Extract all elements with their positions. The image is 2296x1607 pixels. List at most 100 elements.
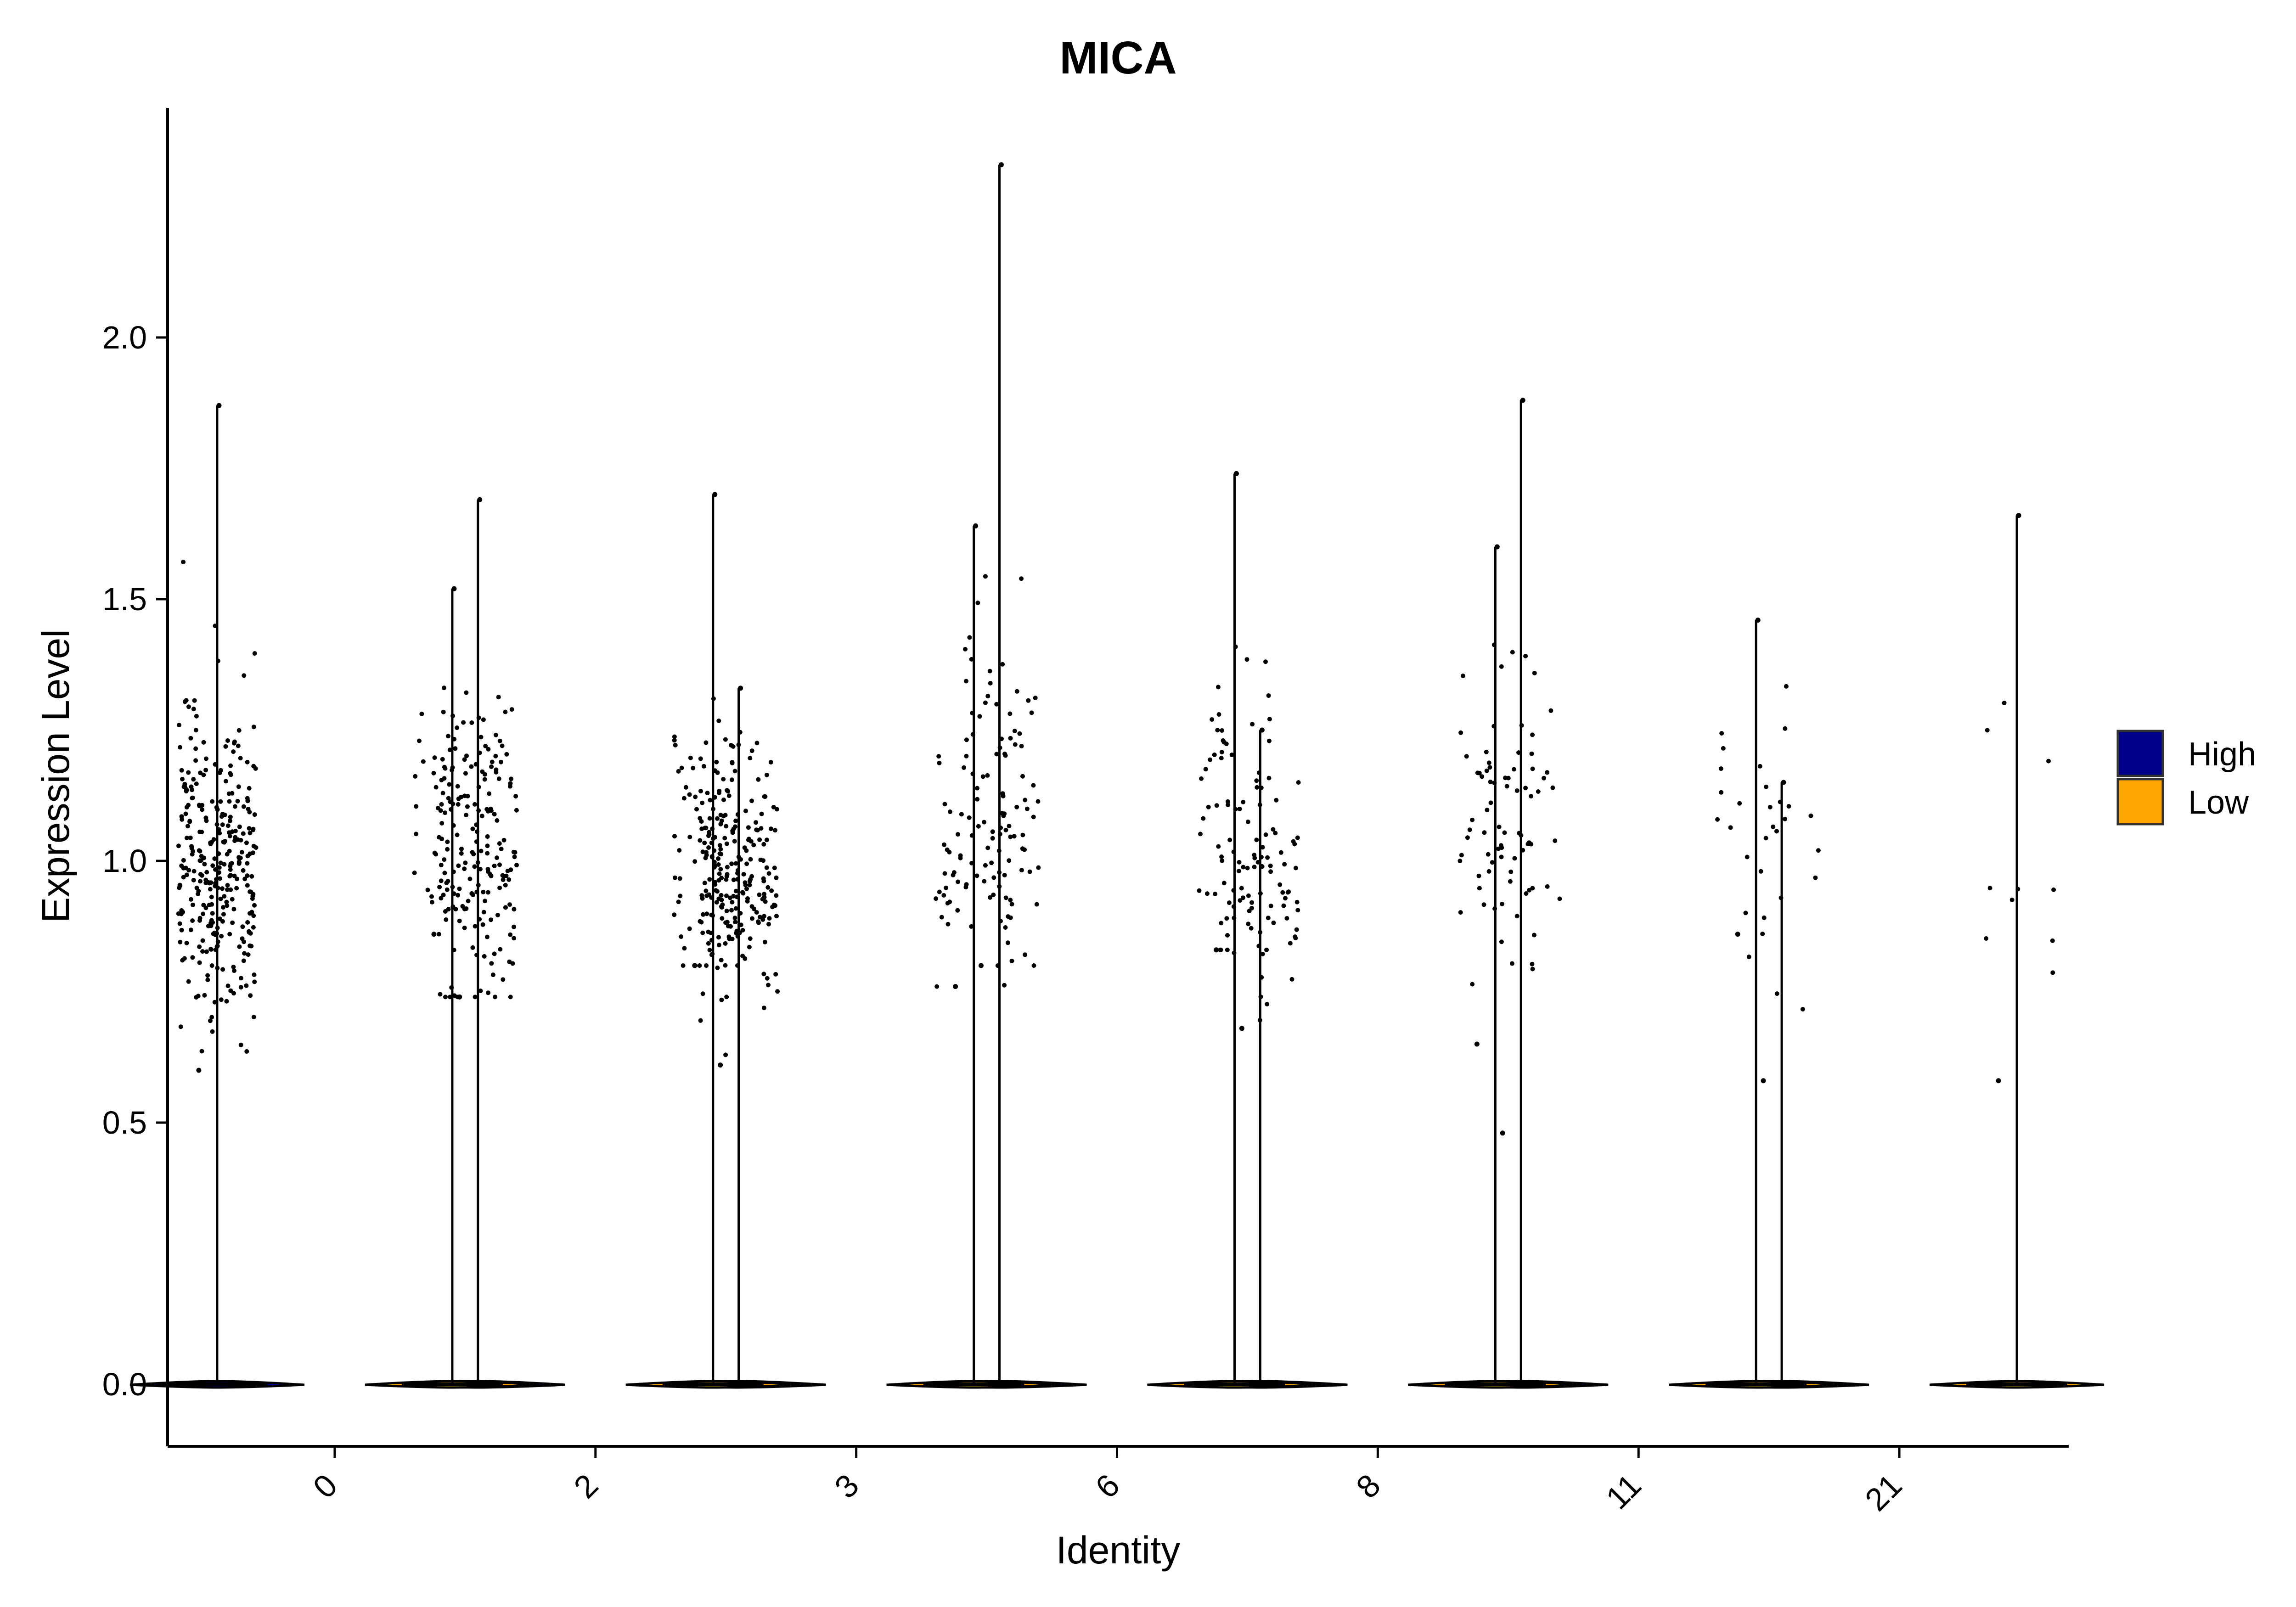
cell-point <box>477 917 482 922</box>
cell-point <box>718 847 723 852</box>
cell-point <box>181 560 186 564</box>
cell-point <box>945 921 951 927</box>
cell-point <box>179 927 184 933</box>
cell-point <box>967 635 972 640</box>
cell-point <box>1000 791 1005 796</box>
cell-point <box>987 669 992 674</box>
cell-point <box>251 725 256 730</box>
cell-point <box>474 822 479 827</box>
cell-point <box>1005 940 1010 945</box>
cell-point <box>714 759 719 764</box>
cell-point <box>1267 717 1272 722</box>
cell-point <box>1216 712 1221 717</box>
cell-point <box>181 875 186 880</box>
cell-point <box>447 747 452 753</box>
cell-point <box>432 850 437 855</box>
cell-point <box>241 868 246 873</box>
cell-point <box>217 865 222 870</box>
cell-point <box>1292 842 1297 847</box>
cell-point <box>704 911 709 916</box>
violin-low-3 <box>886 523 1061 1389</box>
x-tick-label-2: 2 <box>567 1467 605 1505</box>
cell-point <box>189 846 194 851</box>
min-point <box>1500 1130 1505 1136</box>
cell-point <box>732 916 737 921</box>
cell-point <box>1239 886 1244 891</box>
cell-point <box>238 1042 243 1047</box>
cell-point <box>749 748 754 753</box>
cell-point <box>215 939 220 944</box>
cell-point <box>1246 893 1251 898</box>
cell-point <box>714 900 719 905</box>
cell-point <box>717 788 722 793</box>
cell-point <box>765 885 771 890</box>
y-axis: 0.0 0.5 1.0 1.5 2.0 <box>102 108 169 1446</box>
cell-point <box>1033 696 1038 700</box>
cell-point <box>773 972 778 977</box>
cell-point <box>1525 842 1531 847</box>
cell-point <box>2015 887 2020 892</box>
cell-point <box>231 965 236 969</box>
cell-point <box>209 918 214 923</box>
cell-point <box>2002 701 2007 706</box>
cell-point <box>455 725 460 730</box>
cell-point <box>721 814 726 819</box>
cell-point <box>1498 843 1503 848</box>
cell-point <box>1800 1007 1805 1011</box>
cell-point <box>514 808 519 813</box>
min-point <box>1214 947 1219 953</box>
cell-point <box>178 883 183 888</box>
cell-point <box>443 995 448 1000</box>
cell-point <box>462 925 467 930</box>
cell-point <box>744 886 749 891</box>
cell-point <box>513 794 518 799</box>
cell-point <box>247 809 252 815</box>
cell-point <box>1009 902 1014 907</box>
cell-point <box>1198 832 1203 837</box>
cell-point <box>2046 759 2051 764</box>
cell-point <box>683 785 688 790</box>
cell-point <box>1263 832 1268 837</box>
cell-point <box>225 852 230 857</box>
cell-point <box>247 786 252 791</box>
cell-point <box>735 812 740 817</box>
cell-point <box>450 768 455 773</box>
cell-point <box>481 717 486 722</box>
cell-point <box>444 917 449 922</box>
cell-point <box>451 869 456 874</box>
min-point <box>953 984 958 989</box>
cell-point <box>768 760 773 765</box>
cell-point <box>726 793 732 798</box>
cell-point <box>251 843 256 848</box>
legend-swatch-low <box>2116 778 2164 826</box>
cell-point <box>754 910 759 915</box>
cell-point <box>206 923 211 928</box>
cell-point <box>1530 766 1535 771</box>
cell-point <box>457 886 462 891</box>
cell-point <box>445 847 450 852</box>
cell-point <box>766 921 771 927</box>
cell-point <box>221 912 226 917</box>
cell-point <box>238 756 243 761</box>
x-tick-label-8: 8 <box>1349 1467 1387 1505</box>
cell-point <box>186 770 191 775</box>
cell-point <box>1003 895 1008 900</box>
cell-point <box>209 963 214 968</box>
cell-point <box>252 812 257 817</box>
cell-point <box>497 885 502 890</box>
cell-point <box>1532 671 1537 675</box>
cell-point <box>774 807 779 812</box>
cell-point <box>478 866 483 871</box>
cell-point <box>500 873 505 878</box>
cell-point <box>994 752 999 757</box>
cell-point <box>490 972 495 978</box>
cell-point <box>1737 801 1742 806</box>
cell-point <box>1778 799 1783 804</box>
cell-point <box>508 932 513 937</box>
cell-point <box>749 798 754 804</box>
cell-point <box>1294 899 1300 905</box>
cell-point <box>184 787 189 792</box>
cell-point <box>222 894 227 899</box>
cell-point <box>749 904 754 909</box>
cell-point <box>1530 966 1535 972</box>
